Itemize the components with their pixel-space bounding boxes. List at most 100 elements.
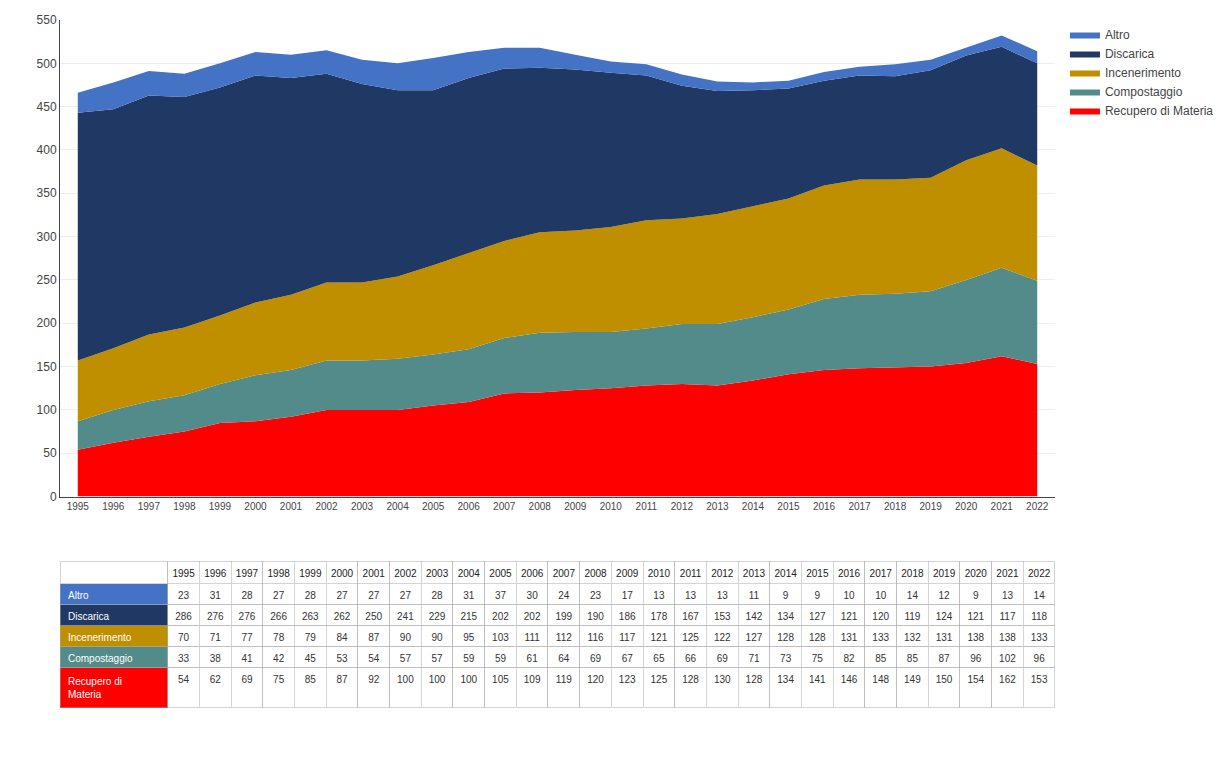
svg-text:128: 128 (809, 632, 826, 643)
svg-text:2017: 2017 (870, 568, 893, 579)
svg-text:85: 85 (305, 674, 317, 685)
svg-text:33: 33 (178, 653, 190, 664)
svg-text:105: 105 (492, 674, 509, 685)
svg-text:2020: 2020 (965, 568, 988, 579)
svg-text:118: 118 (1031, 611, 1047, 622)
svg-text:38: 38 (210, 653, 222, 664)
svg-text:132: 132 (904, 632, 921, 643)
svg-text:121: 121 (651, 632, 668, 643)
svg-text:14: 14 (907, 590, 919, 601)
svg-text:2017: 2017 (848, 501, 871, 512)
svg-text:202: 202 (492, 611, 509, 622)
svg-text:550: 550 (37, 13, 57, 27)
svg-text:100: 100 (37, 403, 57, 417)
svg-text:2011: 2011 (636, 501, 658, 512)
svg-text:250: 250 (37, 273, 57, 287)
svg-text:37: 37 (495, 590, 507, 601)
svg-text:64: 64 (558, 653, 570, 664)
svg-text:53: 53 (336, 653, 348, 664)
svg-text:65: 65 (653, 653, 665, 664)
svg-text:109: 109 (524, 674, 541, 685)
svg-text:2012: 2012 (671, 501, 694, 512)
svg-text:10: 10 (875, 590, 887, 601)
svg-text:2002: 2002 (315, 501, 338, 512)
svg-text:162: 162 (999, 674, 1016, 685)
svg-text:215: 215 (460, 611, 477, 622)
svg-text:96: 96 (970, 653, 982, 664)
svg-text:2014: 2014 (775, 568, 798, 579)
svg-text:2015: 2015 (777, 501, 800, 512)
svg-text:2004: 2004 (386, 501, 409, 512)
svg-text:1998: 1998 (173, 501, 196, 512)
svg-text:96: 96 (1034, 653, 1046, 664)
svg-text:2001: 2001 (363, 568, 386, 579)
svg-text:50: 50 (43, 446, 57, 460)
svg-text:70: 70 (178, 632, 190, 643)
svg-text:130: 130 (714, 674, 731, 685)
svg-text:2008: 2008 (584, 568, 607, 579)
svg-text:13: 13 (685, 590, 697, 601)
svg-text:57: 57 (432, 653, 444, 664)
svg-text:121: 121 (967, 611, 984, 622)
svg-text:100: 100 (429, 674, 446, 685)
svg-text:103: 103 (492, 632, 509, 643)
svg-text:128: 128 (777, 632, 794, 643)
svg-text:2003: 2003 (426, 568, 449, 579)
svg-text:266: 266 (270, 611, 287, 622)
svg-text:125: 125 (682, 632, 699, 643)
svg-text:57: 57 (400, 653, 412, 664)
svg-text:87: 87 (368, 632, 380, 643)
svg-text:1999: 1999 (299, 568, 322, 579)
svg-text:128: 128 (746, 674, 763, 685)
svg-text:12: 12 (939, 590, 951, 601)
svg-text:124: 124 (936, 611, 953, 622)
svg-text:2019: 2019 (933, 568, 956, 579)
svg-text:23: 23 (178, 590, 190, 601)
svg-text:2019: 2019 (920, 501, 943, 512)
svg-text:87: 87 (939, 653, 951, 664)
svg-text:1995: 1995 (67, 501, 90, 512)
svg-text:2021: 2021 (996, 568, 1019, 579)
svg-text:2002: 2002 (394, 568, 417, 579)
svg-text:61: 61 (527, 653, 539, 664)
svg-text:85: 85 (907, 653, 919, 664)
svg-text:Altro: Altro (1105, 28, 1130, 42)
svg-text:23: 23 (590, 590, 602, 601)
svg-text:127: 127 (746, 632, 763, 643)
svg-text:28: 28 (432, 590, 444, 601)
svg-text:92: 92 (368, 674, 380, 685)
svg-text:27: 27 (368, 590, 380, 601)
svg-text:199: 199 (555, 611, 572, 622)
svg-text:2018: 2018 (884, 501, 907, 512)
svg-text:75: 75 (273, 674, 285, 685)
svg-text:1998: 1998 (268, 568, 291, 579)
svg-text:2011: 2011 (680, 568, 702, 579)
svg-text:Discarica: Discarica (68, 611, 110, 622)
svg-text:13: 13 (653, 590, 665, 601)
svg-text:133: 133 (872, 632, 889, 643)
svg-text:153: 153 (1031, 674, 1048, 685)
svg-text:79: 79 (305, 632, 317, 643)
svg-text:141: 141 (809, 674, 826, 685)
svg-text:69: 69 (241, 674, 253, 685)
svg-text:27: 27 (336, 590, 348, 601)
svg-text:1997: 1997 (236, 568, 259, 579)
svg-text:45: 45 (305, 653, 317, 664)
svg-text:2010: 2010 (648, 568, 671, 579)
svg-text:262: 262 (334, 611, 351, 622)
svg-text:85: 85 (875, 653, 887, 664)
svg-text:Recupero diMateria: Recupero diMateria (68, 676, 122, 700)
svg-text:54: 54 (368, 653, 380, 664)
svg-text:138: 138 (999, 632, 1016, 643)
svg-text:146: 146 (841, 674, 858, 685)
svg-text:134: 134 (777, 611, 794, 622)
svg-text:13: 13 (1002, 590, 1014, 601)
svg-text:154: 154 (967, 674, 984, 685)
svg-text:167: 167 (682, 611, 699, 622)
svg-text:2005: 2005 (489, 568, 512, 579)
svg-text:150: 150 (936, 674, 953, 685)
svg-text:2000: 2000 (244, 501, 267, 512)
svg-text:27: 27 (273, 590, 285, 601)
svg-text:28: 28 (241, 590, 253, 601)
svg-text:31: 31 (463, 590, 475, 601)
